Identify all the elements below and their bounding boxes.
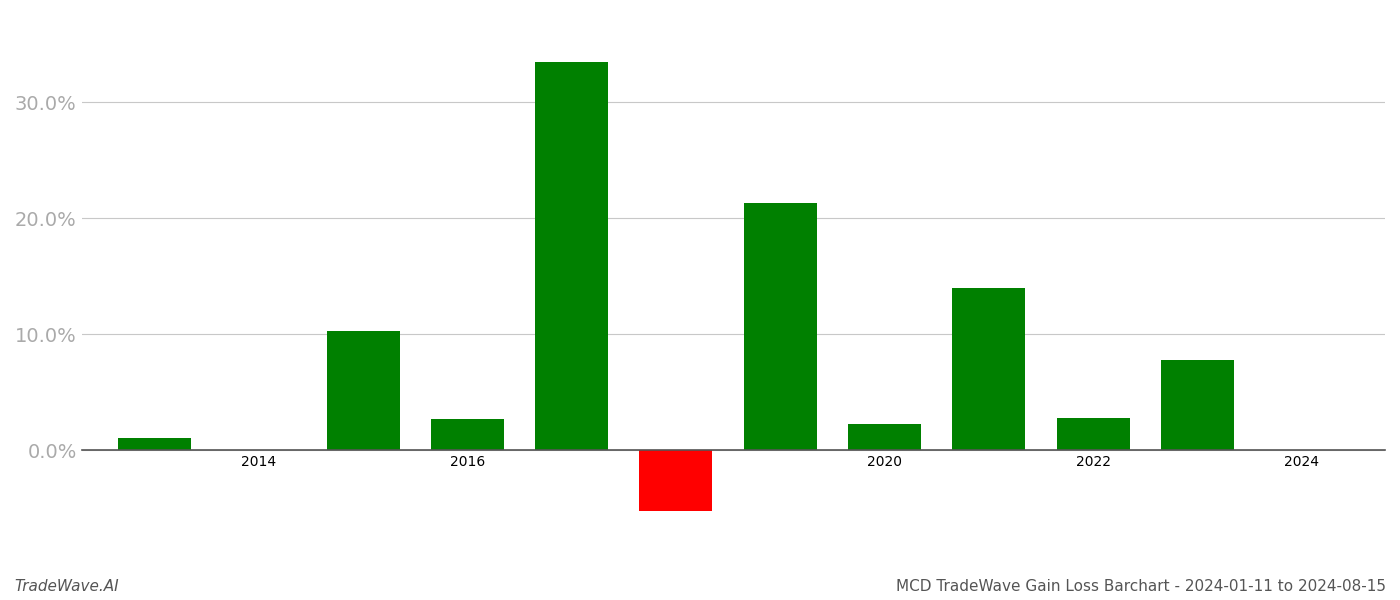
Bar <box>118 437 190 451</box>
Bar <box>1057 418 1130 451</box>
Text: TradeWave.AI: TradeWave.AI <box>14 579 119 594</box>
Bar <box>1161 360 1233 451</box>
Bar <box>952 288 1025 451</box>
Bar <box>640 451 713 511</box>
Bar <box>743 203 816 451</box>
Bar <box>848 424 921 451</box>
Bar <box>326 331 399 451</box>
Bar <box>431 419 504 451</box>
Bar <box>535 62 608 451</box>
Text: MCD TradeWave Gain Loss Barchart - 2024-01-11 to 2024-08-15: MCD TradeWave Gain Loss Barchart - 2024-… <box>896 579 1386 594</box>
